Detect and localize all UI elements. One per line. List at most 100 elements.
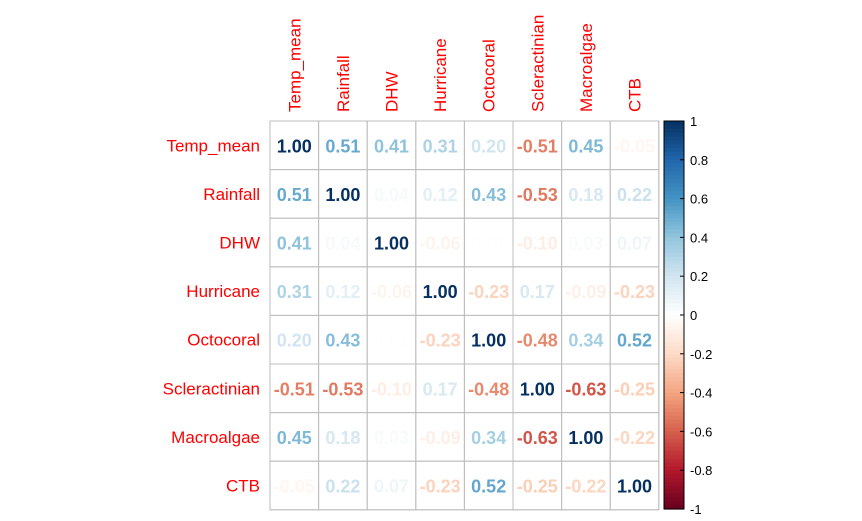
coefficient-label: 0.51 [325,136,360,156]
coefficient-label: -0.23 [468,282,509,302]
coefficient-label: 0.12 [325,282,360,302]
colorbar-segment [664,388,684,394]
colorbar-segment [664,206,684,211]
colorbar-segment [664,315,684,320]
coefficient-label: -0.10 [371,379,412,399]
coefficient-label: 0.52 [617,331,652,351]
colorbar-segment [664,144,684,149]
colorbar-segment [664,163,684,169]
colorbar-segment [664,175,684,180]
colorbar-segment [664,194,684,200]
coefficient-label: 0.34 [568,331,603,351]
colorbar-segment [664,443,684,448]
coefficient-label: -0.48 [468,379,509,399]
colorbar-segment [664,295,684,301]
colorbar-segment [664,349,684,355]
coefficient-label: -0.05 [614,136,655,156]
coefficient-label: 1.00 [277,136,312,156]
colorbar-segment [664,334,684,339]
colorbar-segment [664,155,684,161]
colorbar-segment [664,322,684,328]
coefficient-label: 0.41 [374,136,409,156]
colorbar-segment [664,489,684,495]
colorbar-segment [664,214,684,219]
colorbar-tick-label: 0 [690,308,697,323]
colorbar-segment [664,283,684,289]
colorbar-segment [664,373,684,378]
grid-cell [609,460,660,511]
colorbar-segment [664,446,684,452]
colorbar-segment [664,245,684,250]
colorbar-segment [664,361,684,367]
coefficient-label: 1.00 [325,185,360,205]
coefficient-label: -0.23 [420,477,461,497]
colorbar-segment [664,369,684,374]
coefficient-label: 0.04 [325,234,360,254]
coefficient-label: 1.00 [520,379,555,399]
colorbar-segment [664,408,684,413]
row-labels: Temp_mean Rainfall DHW Hurricane Octocoral Sc… [163,136,260,495]
colorbar-segment [664,318,684,324]
colorbar: 1 0.8 0.6 0.4 0.2 0 -0.2 -0.4 -0.6 -0.8 -1 [663,114,712,517]
coefficient-label: 0.03 [374,428,409,448]
column-label: Temp_mean [285,18,304,112]
colorbar-segment [664,210,684,215]
colorbar-segment [664,400,684,405]
coefficient-label: -0.23 [614,282,655,302]
colorbar-segment [664,276,684,281]
colorbar-segment [664,221,684,227]
colorbar-segment [664,477,684,483]
column-label: DHW [383,71,402,112]
colorbar-segment [664,338,684,343]
colorbar-segment [664,353,684,359]
colorbar-segment [664,501,684,506]
column-label: Scleractinian [528,15,547,112]
row-label: Rainfall [203,185,260,204]
colorbar-segment [664,179,684,184]
coefficient-label: 0.01 [374,331,409,351]
colorbar-segment [664,423,684,429]
colorbar-segment [664,346,684,351]
coefficient-label: -0.10 [517,234,558,254]
colorbar-segment [664,485,684,491]
colorbar-tick-label: -0.2 [690,347,712,362]
grid-cells: 1.00 0.51 0.41 0.31 0.20 -0.51 0.45 -0.05 0.51 1.… [269,120,660,511]
coefficient-label: 0.41 [277,234,312,254]
coefficient-label: -0.63 [565,379,606,399]
colorbar-segment [664,198,684,204]
coefficient-label: 0.03 [568,234,603,254]
coefficient-label: 0.18 [325,428,360,448]
colorbar-segment [664,470,684,475]
colorbar-segment [664,132,684,138]
colorbar-segment [664,128,684,134]
colorbar-segment [664,392,684,398]
colorbar-segment [664,311,684,316]
colorbar-segment [664,140,684,145]
colorbar-segment [664,357,684,363]
colorbar-segment [664,493,684,498]
column-label: Macroalgae [577,23,596,112]
coefficient-label: 0.43 [325,331,360,351]
colorbar-segment [664,272,684,277]
coefficient-label: -0.22 [614,428,655,448]
coefficient-label: 0.20 [277,331,312,351]
colorbar-tick-label: -0.4 [690,386,712,401]
colorbar-segment [664,249,684,254]
colorbar-segment [664,380,684,386]
colorbar-segment [664,186,684,192]
column-label: CTB [626,78,645,112]
coefficient-label: 0.31 [277,282,312,302]
colorbar-segment [664,264,684,270]
colorbar-segment [664,330,684,335]
coefficient-label: -0.06 [420,234,461,254]
colorbar-segment [664,299,684,304]
coefficient-label: 0.31 [423,136,458,156]
coefficient-label: 0.51 [277,185,312,205]
colorbar-tick-label: 0.2 [690,269,708,284]
coefficient-label: -0.09 [565,282,606,302]
colorbar-segment [664,183,684,188]
colorbar-tick-label: 0.8 [690,153,708,168]
colorbar-segment [664,260,684,266]
coefficient-label: -0.05 [274,477,315,497]
